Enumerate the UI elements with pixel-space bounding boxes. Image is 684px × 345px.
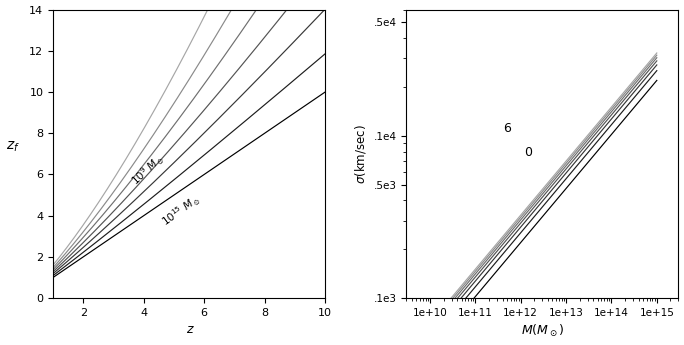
Text: $10^9$ $M_\odot$: $10^9$ $M_\odot$ xyxy=(129,150,168,188)
Text: $10^{15}$ $M_\odot$: $10^{15}$ $M_\odot$ xyxy=(159,191,204,230)
Y-axis label: $z_f$: $z_f$ xyxy=(5,139,20,154)
Text: 6: 6 xyxy=(503,122,510,135)
Y-axis label: $\sigma$(km/sec): $\sigma$(km/sec) xyxy=(353,124,368,184)
X-axis label: $M(M_\odot)$: $M(M_\odot)$ xyxy=(521,323,564,339)
Text: 0: 0 xyxy=(525,146,532,159)
X-axis label: z: z xyxy=(186,323,192,336)
